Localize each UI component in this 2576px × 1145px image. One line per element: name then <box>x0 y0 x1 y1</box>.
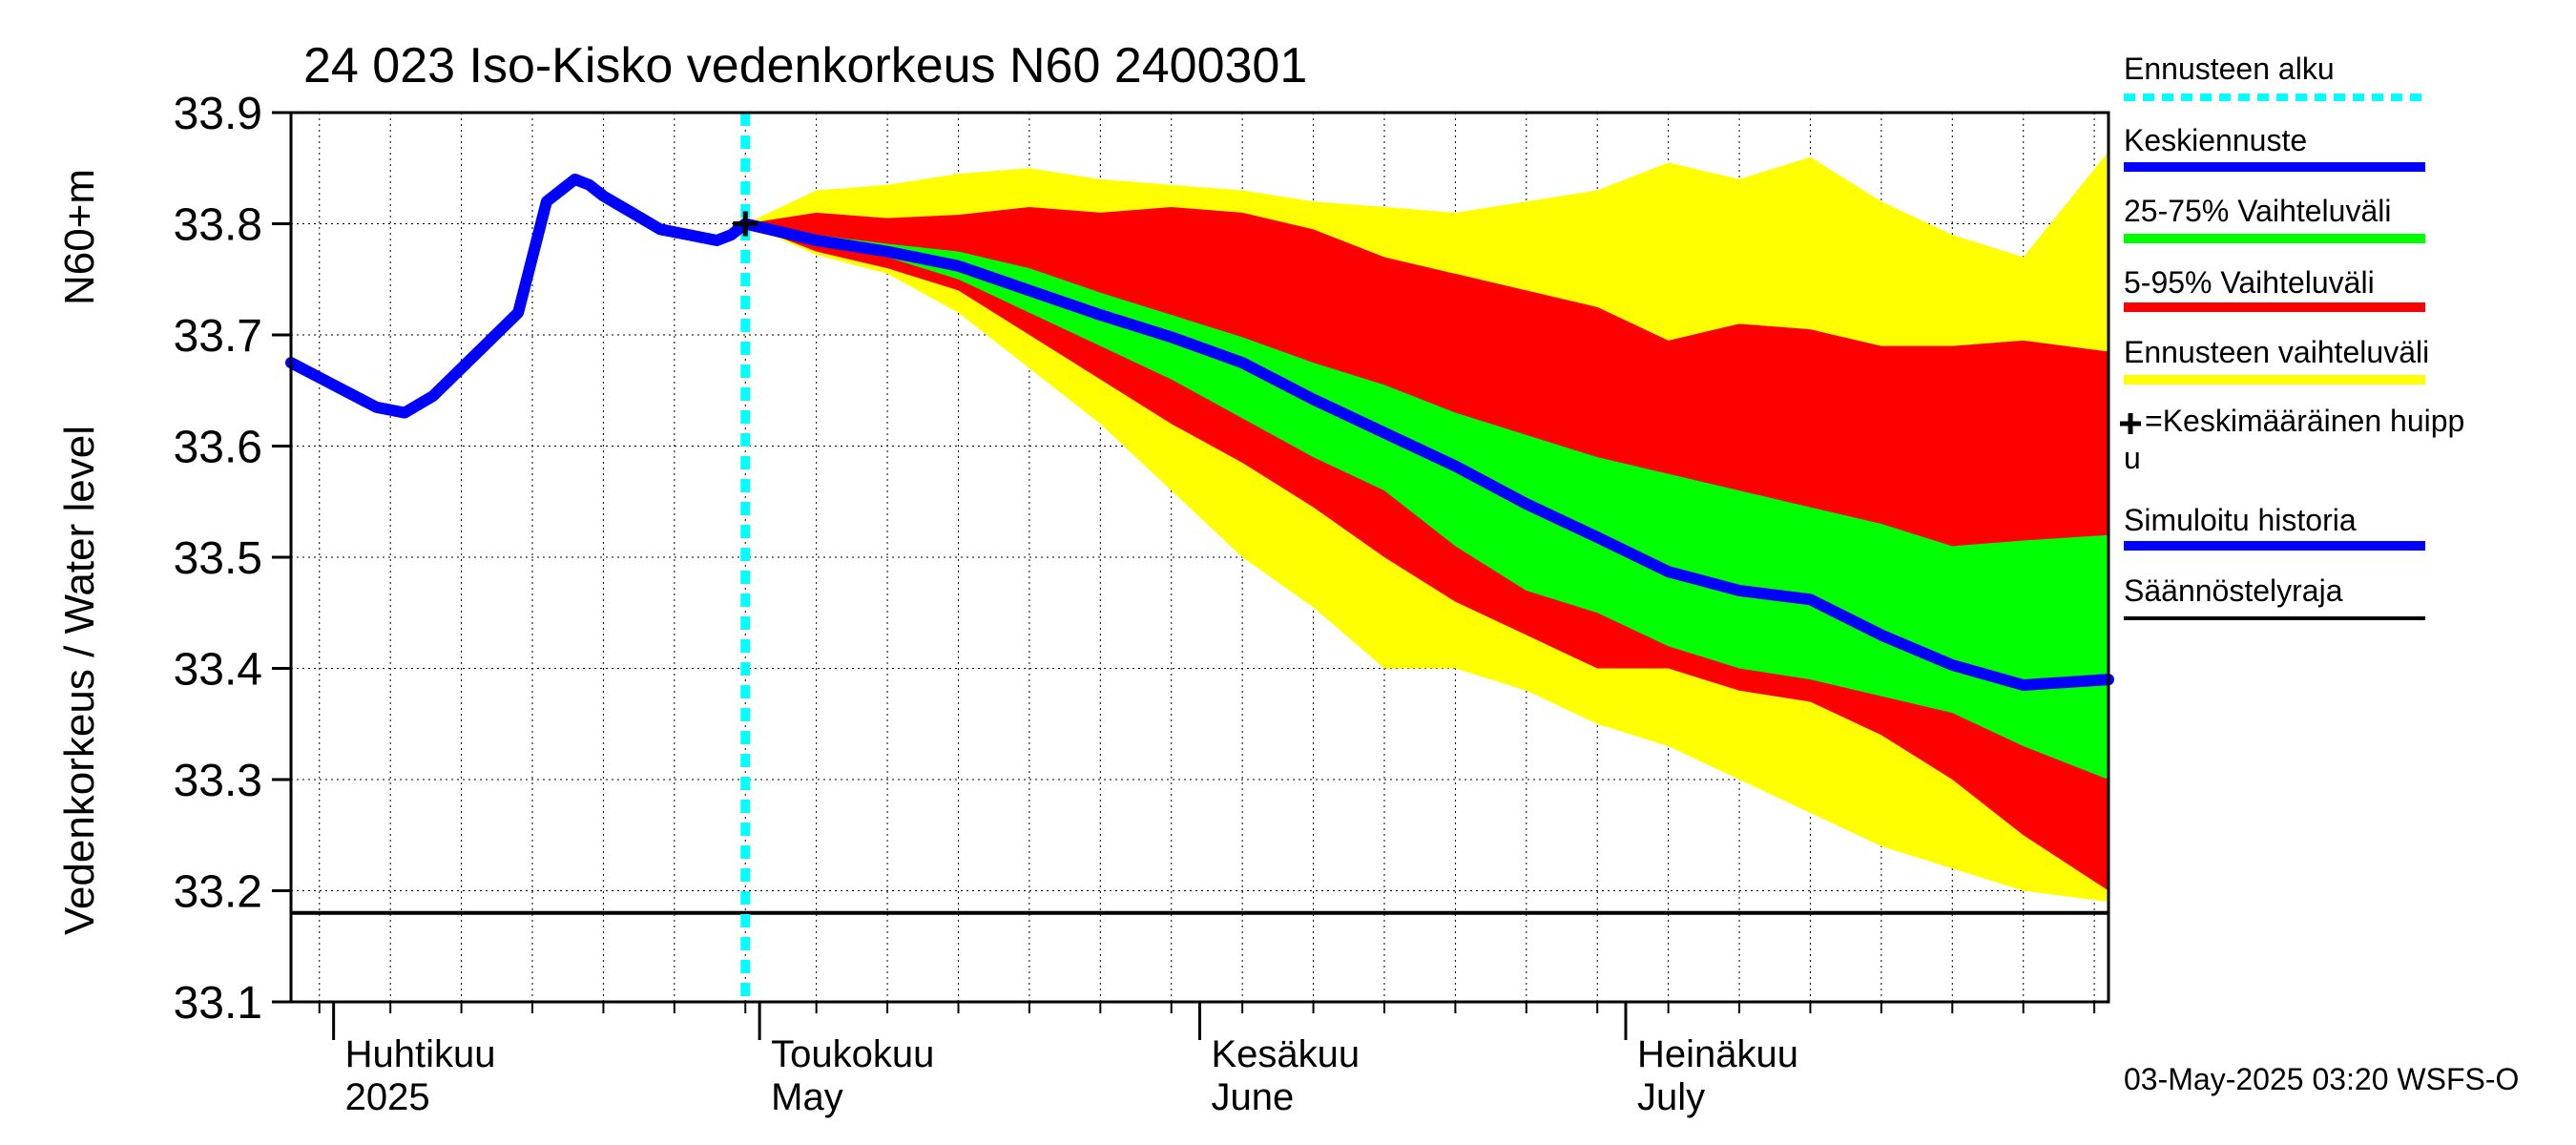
history-line <box>285 173 752 419</box>
legend-label: =Keskimääräinen huipp <box>2145 404 2464 438</box>
plot-area <box>285 111 2114 1004</box>
x-month-label-en: June <box>1212 1076 1295 1118</box>
legend-label: Keskiennuste <box>2124 123 2307 157</box>
mean-peak-marker <box>733 211 758 237</box>
y-tick-label: 33.8 <box>174 200 262 251</box>
x-month-label-fi: Huhtikuu <box>345 1033 496 1075</box>
y-tick-label: 33.5 <box>174 533 262 584</box>
y-tick-label: 33.6 <box>174 423 262 473</box>
legend-label: Säännöstelyraja <box>2124 573 2343 608</box>
band-5-95 <box>745 207 2109 891</box>
chart-title: 24 023 Iso-Kisko vedenkorkeus N60 240030… <box>303 38 1307 94</box>
y-tick-label: 33.9 <box>174 89 262 139</box>
y-tick-label: 33.4 <box>174 645 262 696</box>
legend: Ennusteen alku Keskiennuste 25-75% Vaihtel… <box>2120 52 2464 620</box>
x-month-label-fi: Kesäkuu <box>1212 1033 1361 1075</box>
band-25-75 <box>745 223 2109 780</box>
x-month-label-en: July <box>1637 1076 1705 1118</box>
y-tick-label: 33.1 <box>174 978 262 1029</box>
legend-label: Simuloitu historia <box>2124 503 2357 537</box>
y-tick-label: 33.7 <box>174 311 262 362</box>
legend-label: Ennusteen vaihteluväli <box>2124 335 2429 369</box>
legend-plus-marker <box>2120 413 2141 434</box>
median-forecast-line <box>739 218 2114 691</box>
legend-label: 25-75% Vaihteluväli <box>2124 194 2391 228</box>
legend-label: 5-95% Vaihteluväli <box>2124 265 2375 300</box>
legend-label: Ennusteen alku <box>2124 52 2335 86</box>
y-tick-label: 33.3 <box>174 756 262 806</box>
x-month-label-en: May <box>771 1076 843 1118</box>
footer-timestamp: 03-May-2025 03:20 WSFS-O <box>2124 1062 2519 1096</box>
y-axis-unit-label: N60+m <box>56 169 103 305</box>
x-month-label-fi: Heinäkuu <box>1637 1033 1798 1075</box>
x-month-label-en: 2025 <box>345 1076 430 1118</box>
series-lines <box>285 113 2114 1002</box>
y-axis-label: Vedenkorkeus / Water level <box>56 426 103 935</box>
x-month-label-fi: Toukokuu <box>771 1033 934 1075</box>
y-axis: 33.1 33.2 33.3 33.4 33.5 33.6 33.7 33.8 33.9 <box>174 89 291 1029</box>
forecast-bands <box>745 151 2109 903</box>
y-tick-label: 33.2 <box>174 867 262 918</box>
legend-label-continued: u <box>2124 441 2141 475</box>
